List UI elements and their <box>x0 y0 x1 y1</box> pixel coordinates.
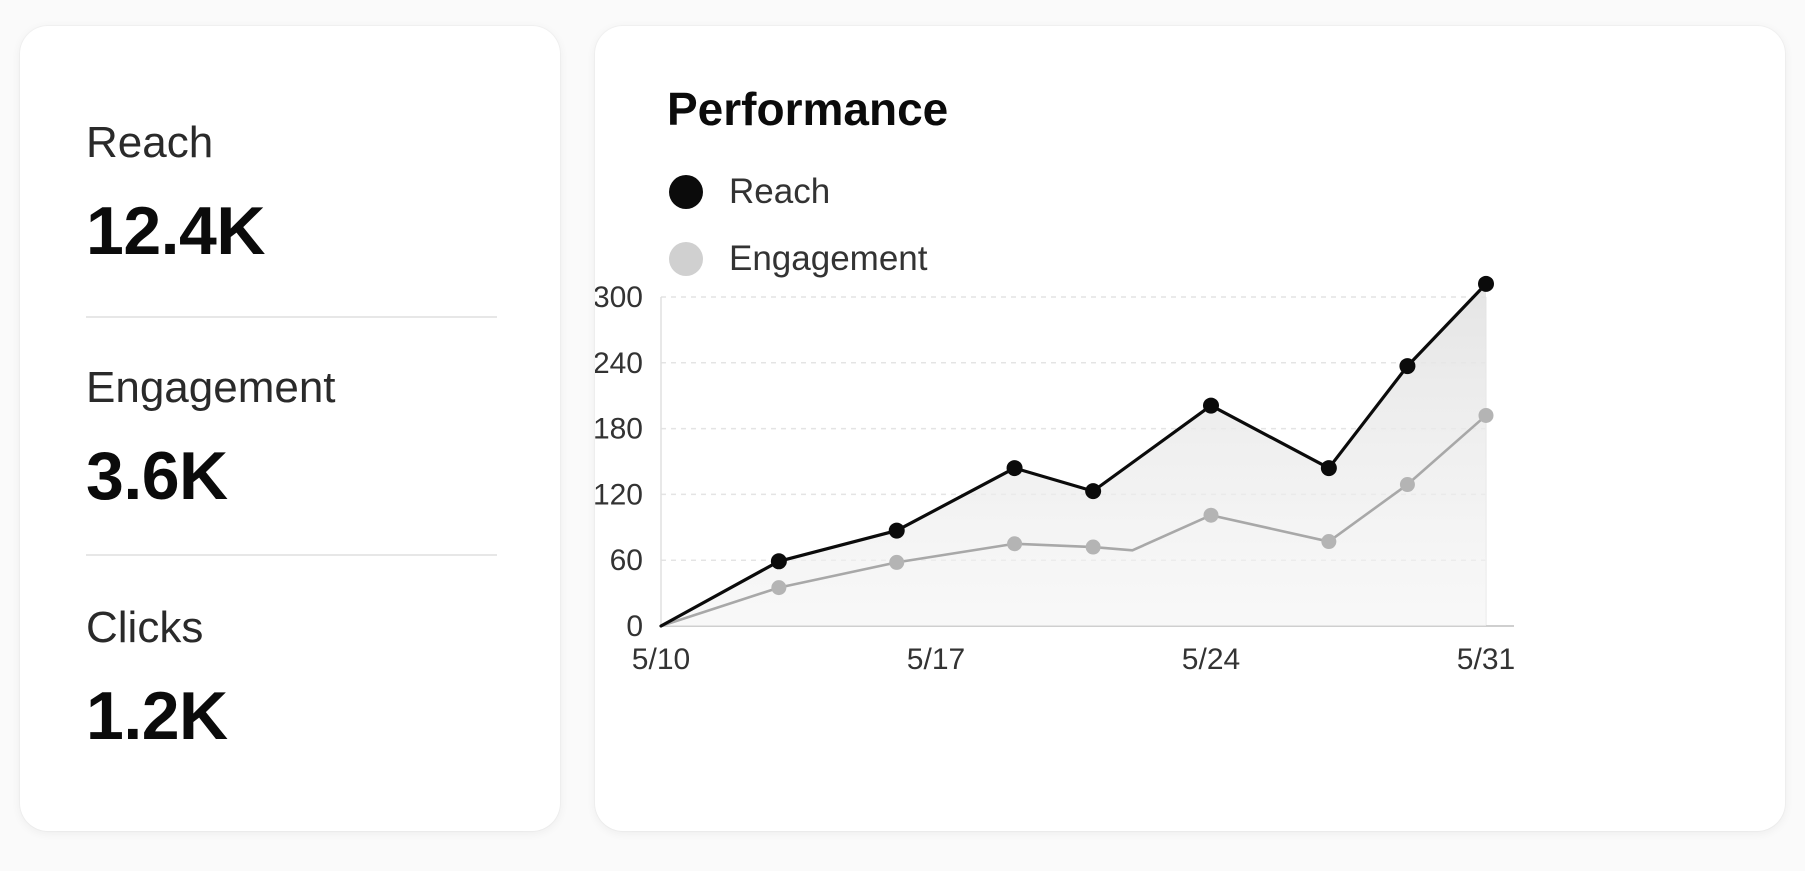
legend-label: Engagement <box>729 239 928 278</box>
data-point-reach <box>1006 460 1023 477</box>
reach-area <box>661 283 1486 626</box>
stat-value: 1.2K <box>86 678 228 754</box>
legend-item-engagement[interactable]: Engagement <box>669 241 927 276</box>
legend-swatch-engagement <box>669 241 703 276</box>
data-point-reach <box>1320 460 1337 477</box>
chart-title: Performance <box>667 83 949 135</box>
legend-label: Reach <box>729 172 831 211</box>
stats-card: Reach 12.4K Engagement 3.6K Clicks 1.2K <box>20 26 560 831</box>
stat-reach: Reach 12.4K <box>86 118 265 269</box>
data-point-engagement <box>1478 407 1494 423</box>
stat-engagement: Engagement 3.6K <box>86 363 336 514</box>
x-tick-label: 5/24 <box>1182 643 1240 676</box>
legend-swatch-reach <box>669 174 703 209</box>
series-line-engagement <box>659 414 1488 628</box>
data-point-engagement <box>1321 534 1337 550</box>
data-point-reach <box>1399 358 1416 375</box>
data-point-reach <box>1478 275 1494 292</box>
data-point-engagement <box>1399 477 1415 493</box>
stat-clicks: Clicks 1.2K <box>86 603 228 754</box>
line-chart: 0 60 120 180 240 300 5/10 5/17 5/24 5/31 <box>595 275 1515 676</box>
data-point-reach <box>1203 397 1219 414</box>
x-tick-label: 5/10 <box>632 643 690 676</box>
stat-label: Clicks <box>86 603 204 652</box>
stat-label: Reach <box>86 118 214 167</box>
legend-item-reach[interactable]: Reach <box>669 174 830 209</box>
stat-label: Engagement <box>86 363 336 412</box>
y-tick-label: 300 <box>595 281 643 314</box>
data-point-reach <box>1085 483 1102 500</box>
data-point-engagement <box>771 580 787 596</box>
x-tick-label: 5/31 <box>1457 643 1515 676</box>
x-tick-label: 5/17 <box>907 643 965 676</box>
stat-value: 12.4K <box>86 193 265 269</box>
y-tick-label: 180 <box>595 413 643 446</box>
performance-card: Performance Reach Engagement 0 60 120 180 24… <box>595 26 1785 831</box>
data-point-engagement <box>1203 507 1219 523</box>
data-point-reach <box>770 553 787 570</box>
divider <box>86 316 497 318</box>
data-point-engagement <box>889 554 905 570</box>
y-tick-label: 0 <box>626 610 643 643</box>
stat-value: 3.6K <box>86 438 228 514</box>
y-tick-label: 240 <box>595 347 643 380</box>
y-tick-label: 120 <box>595 478 643 511</box>
divider <box>86 554 497 556</box>
data-point-engagement <box>1007 536 1023 552</box>
y-tick-label: 60 <box>610 544 643 577</box>
data-point-engagement <box>1085 539 1101 555</box>
data-point-reach <box>888 522 905 539</box>
